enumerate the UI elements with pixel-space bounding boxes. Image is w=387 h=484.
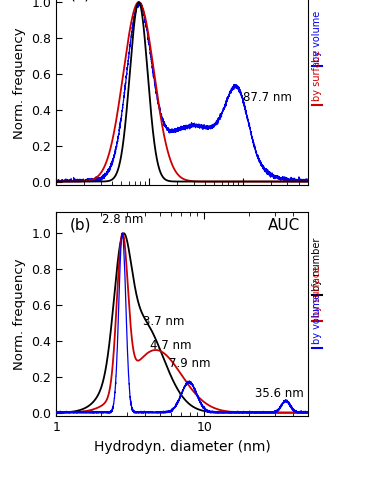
Text: by surface: by surface bbox=[312, 49, 322, 101]
Text: 7.9 nm: 7.9 nm bbox=[169, 358, 211, 370]
Y-axis label: Norm. frequency: Norm. frequency bbox=[13, 258, 26, 370]
Text: 3.7 nm: 3.7 nm bbox=[143, 316, 184, 328]
Text: 35.6 nm: 35.6 nm bbox=[255, 387, 304, 400]
Text: by surface: by surface bbox=[312, 266, 322, 318]
X-axis label: Hydrodyn. diameter (nm): Hydrodyn. diameter (nm) bbox=[94, 439, 270, 454]
Text: (b): (b) bbox=[70, 218, 91, 233]
Text: 4.7 nm: 4.7 nm bbox=[150, 339, 192, 352]
Text: 2.8 nm: 2.8 nm bbox=[102, 213, 143, 226]
Text: by volume: by volume bbox=[312, 293, 322, 344]
Text: ADC: ADC bbox=[267, 0, 300, 2]
Text: by number: by number bbox=[312, 237, 322, 291]
Text: 87.7 nm: 87.7 nm bbox=[243, 91, 291, 105]
Text: AUC: AUC bbox=[268, 218, 300, 233]
Text: by volume: by volume bbox=[312, 11, 322, 62]
Y-axis label: Norm. frequency: Norm. frequency bbox=[13, 27, 26, 139]
Text: (a): (a) bbox=[70, 0, 91, 2]
